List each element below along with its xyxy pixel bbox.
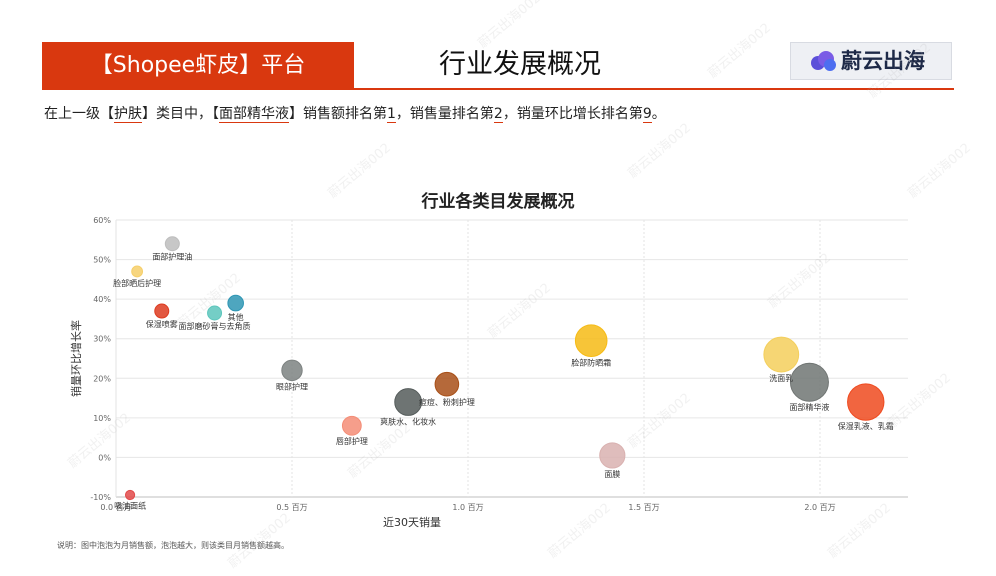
chart-title: 行业各类目发展概况 bbox=[421, 192, 575, 212]
summary-part: 在上一级【 bbox=[44, 106, 114, 122]
platform-banner: 【Shopee虾皮】平台 bbox=[42, 42, 354, 90]
bubble-label: 其他 bbox=[228, 312, 244, 322]
summary-volume-rank: 2 bbox=[493, 106, 503, 123]
bubble bbox=[164, 236, 180, 252]
x-tick-label: 1.0 百万 bbox=[452, 503, 483, 512]
bubble bbox=[341, 415, 362, 436]
summary-text: 在上一级【护肤】类目中，【面部精华液】销售额排名第1，销售量排名第2，销量环比增… bbox=[44, 103, 666, 123]
chart-footnote: 说明：图中泡泡为月销售额，泡泡越大，则该类目月销售额越高。 bbox=[57, 541, 289, 550]
summary-sales-rank: 1 bbox=[387, 106, 396, 123]
y-tick-label: 40% bbox=[93, 295, 111, 304]
bubble-label: 面膜 bbox=[604, 469, 620, 479]
bubble bbox=[124, 489, 136, 501]
bubble bbox=[281, 359, 303, 382]
bubble-label: 脸部晒后护理 bbox=[113, 278, 161, 288]
brand-logo: 蔚云出海 bbox=[790, 42, 952, 80]
y-tick-label: 10% bbox=[93, 414, 111, 423]
bubble bbox=[227, 294, 244, 312]
bubble-label: 面部磨砂膏与去角质 bbox=[179, 321, 251, 331]
bubble bbox=[434, 371, 460, 397]
y-tick-label: 20% bbox=[93, 374, 111, 383]
x-tick-label: 0.5 百万 bbox=[276, 503, 307, 512]
bubble-label: 洗面乳 bbox=[769, 373, 793, 383]
bubble-label: 保湿喷雾 bbox=[146, 319, 178, 329]
bubble-label: 痘痘、粉刺护理 bbox=[419, 397, 475, 407]
y-tick-label: -10% bbox=[90, 493, 111, 502]
bubble-label: 眼部护理 bbox=[276, 382, 308, 392]
bubble bbox=[207, 305, 223, 321]
summary-part: 】类目中，【 bbox=[142, 106, 219, 122]
y-tick-label: 30% bbox=[93, 335, 111, 344]
bubble bbox=[131, 265, 144, 278]
bubble bbox=[847, 383, 885, 421]
bubble bbox=[154, 303, 170, 319]
x-axis-label: 近30天销量 bbox=[383, 515, 441, 529]
platform-label: 【Shopee虾皮】平台 bbox=[90, 53, 306, 78]
bubble-label: 面部护理油 bbox=[152, 252, 192, 262]
cloud-logo-icon bbox=[811, 51, 836, 71]
x-tick-label: 0.0 百万 bbox=[100, 503, 131, 512]
bubble-label: 保湿乳液、乳霜 bbox=[838, 421, 894, 431]
page-title: 行业发展概况 bbox=[439, 49, 601, 80]
bubble bbox=[574, 324, 608, 357]
x-tick-label: 1.5 百万 bbox=[628, 503, 659, 512]
bubble-label: 吸油面纸 bbox=[114, 501, 146, 511]
bubble bbox=[763, 336, 800, 373]
y-axis-label: 销量环比增长率 bbox=[69, 320, 83, 397]
summary-growth-rank: 9 bbox=[642, 106, 652, 123]
bubble bbox=[789, 362, 829, 402]
y-tick-label: 0% bbox=[98, 453, 111, 462]
bubble-label: 脸部防晒霜 bbox=[571, 357, 611, 367]
x-tick-label: 2.0 百万 bbox=[804, 503, 835, 512]
y-tick-label: 60% bbox=[93, 216, 111, 225]
bubble-label: 爽肤水、化妆水 bbox=[380, 416, 436, 426]
summary-part: 。 bbox=[651, 106, 666, 122]
summary-part: 】销售额排名第 bbox=[289, 106, 387, 122]
bubble-label: 唇部护理 bbox=[336, 436, 368, 446]
bubble-label: 面部精华液 bbox=[789, 402, 829, 412]
summary-part: ，销量环比增长排名第 bbox=[502, 106, 643, 122]
bubble bbox=[394, 388, 423, 416]
bubble bbox=[599, 442, 626, 469]
summary-category: 护肤 bbox=[114, 106, 142, 123]
summary-subcategory: 面部精华液 bbox=[219, 106, 289, 123]
logo-text: 蔚云出海 bbox=[841, 49, 925, 73]
header-rule bbox=[354, 88, 954, 90]
y-tick-label: 50% bbox=[93, 256, 111, 265]
summary-part: ，销售量排名第 bbox=[395, 106, 494, 122]
